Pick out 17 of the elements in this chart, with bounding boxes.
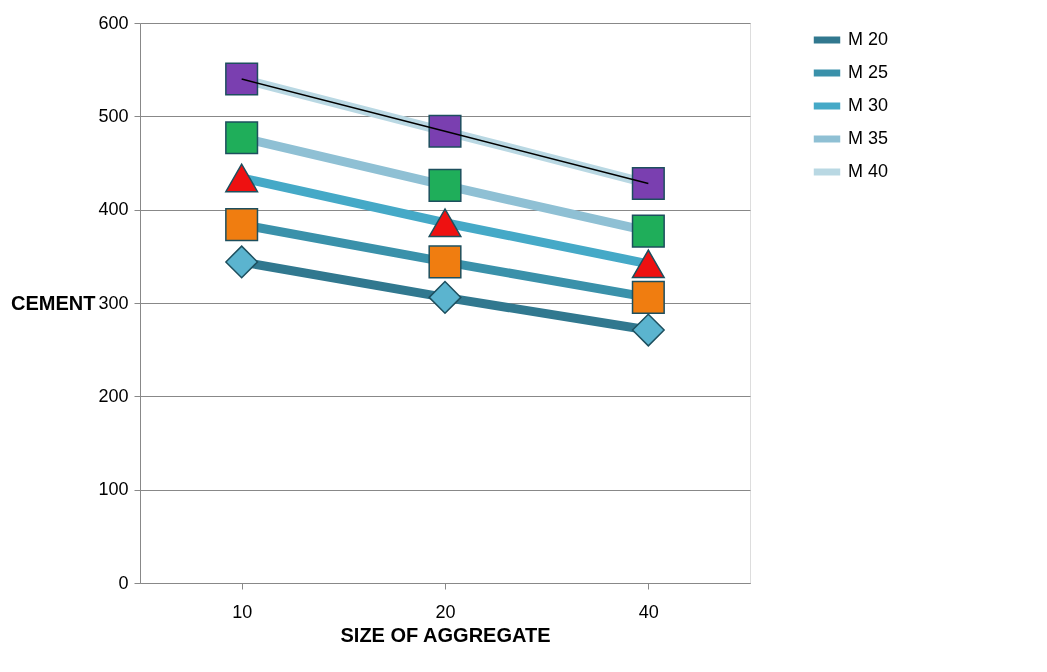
x-axis-title: SIZE OF AGGREGATE xyxy=(340,623,551,646)
x-tick-label: 40 xyxy=(638,601,659,622)
y-tick-label: 0 xyxy=(118,572,129,593)
y-tick-label: 600 xyxy=(98,12,129,33)
y-axis-title: CEMENT xyxy=(11,291,96,314)
legend-label: M 35 xyxy=(848,128,889,148)
y-tick-label: 400 xyxy=(98,199,129,220)
legend-label: M 30 xyxy=(848,95,889,115)
x-tick-label: 10 xyxy=(232,601,253,622)
x-tick-label: 20 xyxy=(435,601,456,622)
y-tick-label: 500 xyxy=(98,105,129,126)
legend-label: M 25 xyxy=(848,62,889,82)
y-tick-label: 300 xyxy=(98,292,129,313)
y-tick-label: 100 xyxy=(98,479,129,500)
y-tick-label: 200 xyxy=(98,385,129,406)
legend-label: M 40 xyxy=(848,161,889,181)
legend-label: M 20 xyxy=(848,29,889,49)
